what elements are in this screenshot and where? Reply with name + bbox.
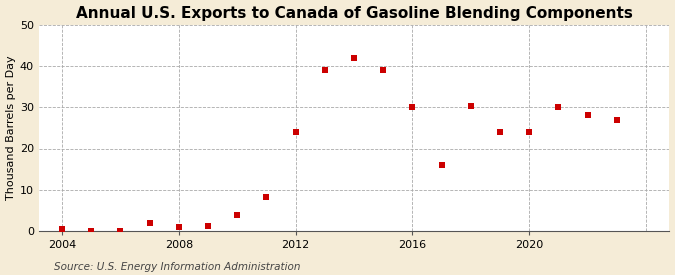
- Point: [144, 221, 155, 225]
- Y-axis label: Thousand Barrels per Day: Thousand Barrels per Day: [5, 56, 16, 200]
- Point: [115, 229, 126, 233]
- Point: [57, 227, 68, 231]
- Point: [553, 105, 564, 109]
- Point: [261, 195, 272, 199]
- Point: [436, 163, 447, 167]
- Point: [378, 68, 389, 72]
- Title: Annual U.S. Exports to Canada of Gasoline Blending Components: Annual U.S. Exports to Canada of Gasolin…: [76, 6, 632, 21]
- Point: [612, 117, 622, 122]
- Point: [173, 225, 184, 229]
- Point: [524, 130, 535, 134]
- Point: [202, 224, 213, 229]
- Point: [583, 113, 593, 118]
- Point: [232, 212, 243, 217]
- Point: [407, 105, 418, 109]
- Point: [319, 68, 330, 72]
- Point: [290, 130, 301, 134]
- Point: [86, 229, 97, 233]
- Point: [495, 130, 506, 134]
- Text: Source: U.S. Energy Information Administration: Source: U.S. Energy Information Administ…: [54, 262, 300, 272]
- Point: [466, 104, 477, 109]
- Point: [349, 55, 360, 60]
